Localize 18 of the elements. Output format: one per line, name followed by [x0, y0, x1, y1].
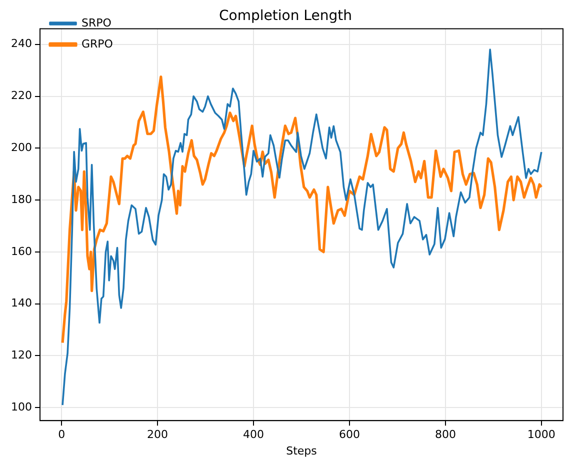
legend-label: GRPO	[81, 37, 114, 50]
x-tick-label: 600	[338, 428, 360, 442]
y-tick-label: 220	[10, 89, 32, 102]
legend-label: SRPO	[81, 16, 112, 30]
x-tick-label: 0	[58, 428, 66, 442]
y-tick-label: 140	[10, 296, 32, 310]
y-tick-label: 160	[10, 244, 32, 258]
x-axis-title: Steps	[286, 444, 318, 458]
x-tick-label: 1000	[527, 428, 556, 442]
x-tick-label: 800	[434, 428, 456, 442]
y-tick-label: 200	[10, 141, 32, 154]
chart-title: Completion Length	[219, 8, 352, 24]
y-tick-label: 180	[10, 192, 32, 206]
y-tick-label: 120	[10, 348, 32, 362]
x-tick-label: 200	[147, 428, 168, 442]
x-tick-label: 400	[243, 428, 264, 442]
y-tick-label: 240	[10, 37, 32, 50]
y-tick-label: 100	[10, 400, 32, 414]
